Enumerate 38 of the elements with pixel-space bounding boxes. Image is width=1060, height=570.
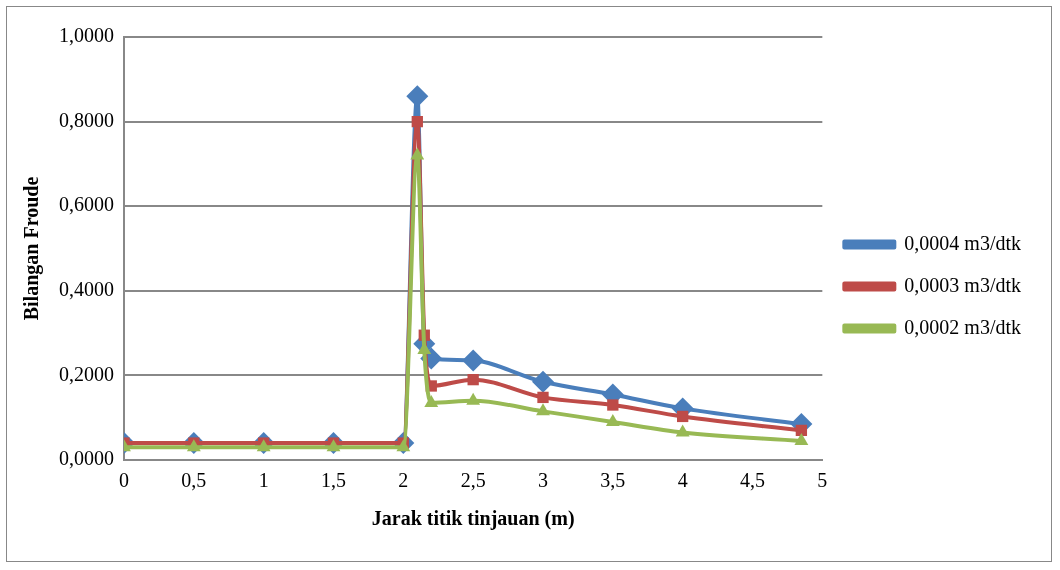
point [467,373,479,386]
x-tick-label: 2 [398,469,409,492]
point [605,413,620,426]
x-tick-label: 4 [677,469,688,492]
point [462,349,485,372]
point [607,399,619,411]
legend-label: 0,0004 m3/dtk [904,231,1021,254]
point [677,410,689,423]
x-tick-label: 2,5 [460,469,486,492]
point [536,403,550,416]
x-tick-label: 1,5 [321,469,346,492]
point [466,392,481,405]
x-tick-label: 3 [538,469,548,492]
point [675,424,690,437]
y-tick-label: 0,2000 [59,362,114,385]
x-tick-label: 1 [258,469,269,492]
point [537,391,549,404]
y-tick-label: 0,8000 [59,108,114,131]
point [795,424,808,437]
point [410,147,425,160]
x-tick-label: 3,5 [600,469,626,492]
x-tick-label: 4,5 [740,469,765,492]
y-tick-label: 0,4000 [59,278,114,301]
point [406,85,429,108]
point [532,370,554,393]
y-tick-label: 0,6000 [59,193,114,216]
legend-label: 0,0002 m3/dtk [904,315,1021,338]
x-axis-title: Jarak titik tinjauan (m) [371,507,575,531]
y-axis-title: Bilangan Froude [20,176,44,321]
point [424,394,439,407]
legend-label: 0,0003 m3/dtk [904,273,1021,296]
x-tick-label: 5 [817,469,828,492]
point [794,432,809,445]
x-tick-label: 0 [119,469,129,492]
point [411,115,423,128]
x-tick-label: 0,5 [181,469,207,492]
y-tick-label: 1,0000 [59,24,114,47]
y-tick-label: 0,0000 [59,447,114,470]
